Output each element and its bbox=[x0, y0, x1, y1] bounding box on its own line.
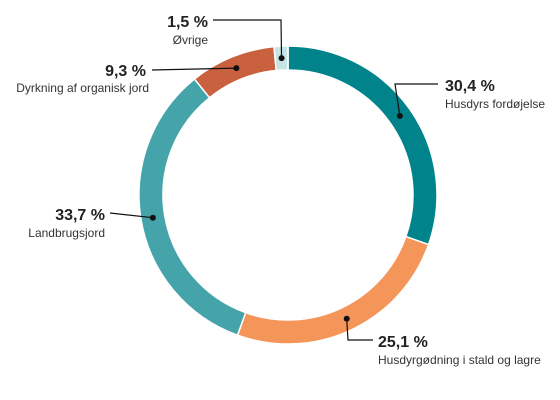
leader-dot-husdyrgodning bbox=[343, 315, 350, 322]
leader-dot-landbrugsjord bbox=[149, 214, 156, 221]
leader-line-landbrugsjord bbox=[109, 212, 153, 219]
value-label-ovrige: 1,5 % bbox=[167, 14, 208, 31]
leader-line-ovrige bbox=[213, 19, 283, 59]
category-label-husdyrgodning: Husdyrgødning i stald og lagre bbox=[378, 353, 541, 367]
leader-dot-husdyrs-fordojelse bbox=[396, 112, 403, 119]
value-label-landbrugsjord: 33,7 % bbox=[55, 207, 105, 224]
category-label-husdyrs-fordojelse: Husdyrs fordøjelse bbox=[445, 97, 545, 111]
leader-line-husdyrs-fordojelse bbox=[394, 83, 438, 116]
leader-lines bbox=[109, 19, 438, 341]
category-label-dyrkning-organisk-jord: Dyrkning af organisk jord bbox=[16, 81, 149, 95]
slice-dyrkning-organisk-jord bbox=[193, 45, 278, 99]
slice-husdyrs-fordojelse bbox=[287, 45, 438, 246]
leader-dot-ovrige bbox=[278, 55, 285, 62]
value-label-husdyrgodning: 25,1 % bbox=[378, 334, 428, 351]
slice-husdyrgodning bbox=[236, 235, 430, 345]
slice-landbrugsjord bbox=[138, 77, 247, 337]
leader-dot-dyrkning-organisk-jord bbox=[233, 65, 240, 72]
value-label-dyrkning-organisk-jord: 9,3 % bbox=[105, 63, 146, 80]
category-label-ovrige: Øvrige bbox=[173, 33, 209, 47]
category-label-landbrugsjord: Landbrugsjord bbox=[28, 226, 105, 240]
slice-labels: 30,4 % Husdyrs fordøjelse 25,1 % Husdyrg… bbox=[16, 14, 545, 367]
value-label-husdyrs-fordojelse: 30,4 % bbox=[445, 78, 495, 95]
leader-line-dyrkning-organisk-jord bbox=[151, 67, 237, 71]
donut-slices bbox=[138, 45, 438, 345]
leader-line-husdyrgodning bbox=[346, 318, 373, 341]
